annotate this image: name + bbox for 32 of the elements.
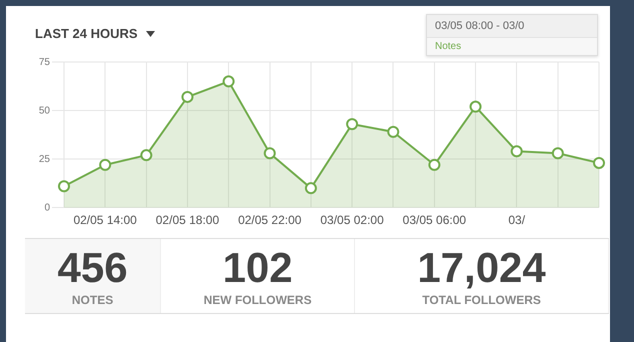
x-tick-label: 02/05 22:00 xyxy=(238,213,302,228)
point xyxy=(510,145,523,158)
tooltip-box: 03/05 08:00 - 03/0 Notes xyxy=(426,14,598,56)
point xyxy=(593,156,605,169)
point xyxy=(140,149,152,162)
y-tick-label: 50 xyxy=(38,105,50,116)
y-tick-label: 25 xyxy=(38,154,50,165)
point xyxy=(304,182,317,194)
point xyxy=(222,75,235,88)
x-tick-label: 03/ xyxy=(508,213,526,228)
text: NEW FOLLOWERS xyxy=(202,293,313,307)
text: NOTES xyxy=(70,293,114,307)
point xyxy=(99,158,112,171)
point xyxy=(264,147,276,160)
x-tick-label: 03/05 02:00 xyxy=(320,213,384,228)
chart-title: LAST 24 HOURS xyxy=(35,26,138,41)
point xyxy=(181,90,194,103)
text: 102 xyxy=(222,244,294,291)
y-tick-label: 75 xyxy=(38,56,50,68)
x-tick-label: 02/05 18:00 xyxy=(156,213,220,228)
text: 17,024 xyxy=(416,244,547,291)
point xyxy=(470,100,482,113)
x-tick-label: 02/05 14:00 xyxy=(73,213,138,228)
text: 456 xyxy=(56,244,129,291)
point xyxy=(428,158,440,171)
y-tick-label: 0 xyxy=(44,202,50,214)
point xyxy=(58,180,70,192)
point xyxy=(552,147,564,160)
text: TOTAL FOLLOWERS xyxy=(421,293,542,307)
point xyxy=(346,118,358,130)
point xyxy=(387,126,400,138)
x-tick-label: 03/05 06:00 xyxy=(402,213,466,228)
